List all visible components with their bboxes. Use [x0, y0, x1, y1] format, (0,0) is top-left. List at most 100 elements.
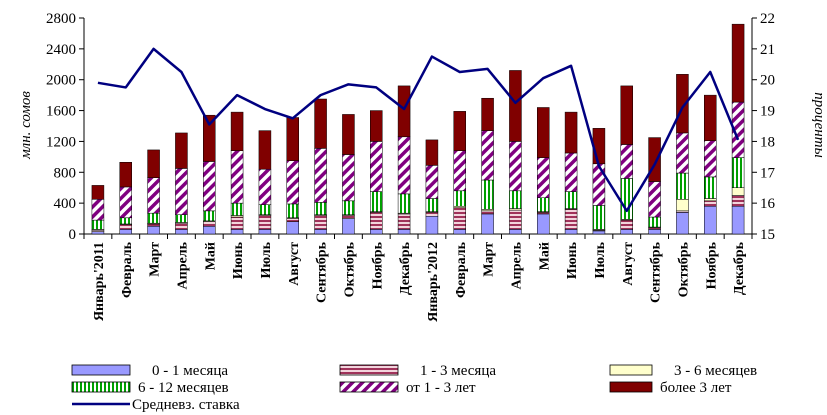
y-tick-label: 2800: [46, 11, 76, 27]
bar-segment-5: [397, 136, 411, 195]
bar-segment-5: [537, 157, 550, 198]
bar-segment-6: [648, 137, 661, 182]
bar-segment-1: [481, 213, 494, 235]
bar-segment-2: [731, 195, 745, 207]
bar-segment-2: [314, 215, 327, 230]
bar-segment-6: [537, 107, 550, 158]
category-label: Сентябрь: [649, 241, 664, 303]
category-label: Январь'2012: [426, 242, 441, 322]
bar-segment-5: [592, 163, 606, 206]
bar-segment-2: [370, 212, 383, 230]
bar-segment-4: [397, 193, 411, 214]
bar-segment-5: [481, 130, 494, 181]
bar-segment-5: [676, 132, 689, 174]
bar-segment-6: [342, 114, 355, 155]
bar-segment-1: [258, 229, 272, 235]
bar-segment-1: [203, 226, 216, 235]
bar-segment-1: [676, 212, 689, 235]
bar-segment-6: [147, 149, 160, 178]
bar-segment-2: [509, 209, 522, 230]
category-label: Июль: [593, 241, 608, 278]
bar-segment-2: [564, 209, 578, 230]
bar-segment-5: [286, 160, 299, 205]
legend-label-5: от 1 - 3 лет: [406, 380, 476, 396]
bar-segment-5: [147, 177, 160, 214]
bar-segment-6: [620, 85, 633, 145]
bar-segment-5: [314, 148, 327, 203]
y-tick-label: 1200: [46, 134, 76, 150]
bar-segment-4: [314, 202, 327, 215]
bar-segment-4: [286, 203, 299, 219]
bar-segment-5: [342, 154, 355, 202]
bar-segment-1: [509, 229, 522, 235]
y2-tick-label: 22: [760, 11, 775, 27]
bar-segment-6: [509, 70, 522, 142]
y2-tick-label: 15: [760, 227, 775, 243]
bar-segment-1: [704, 205, 717, 235]
bar-segment-6: [175, 132, 188, 169]
bar-segment-6: [370, 110, 383, 142]
bar-segment-6: [481, 97, 494, 131]
bar-segment-2: [342, 215, 355, 219]
bar-segment-4: [648, 216, 661, 228]
bar-segment-2: [230, 216, 244, 230]
bar-segment-4: [537, 197, 550, 212]
legend-label-2: 1 - 3 месяца: [420, 363, 496, 379]
legend-swatch-6: [609, 381, 653, 393]
y-axis-label: млн. сомов: [18, 91, 34, 160]
bar-segment-4: [592, 205, 606, 230]
bar-segment-4: [564, 191, 578, 209]
bar-segment-3: [731, 187, 745, 196]
bar-segment-2: [704, 200, 717, 207]
bar-segment-5: [230, 150, 244, 204]
legend-swatch-3: [609, 364, 653, 376]
legend-label-4: 6 - 12 месяцев: [138, 380, 229, 396]
bar-segment-1: [175, 229, 188, 235]
bar-segment-6: [203, 114, 216, 162]
bar-segment-1: [370, 229, 383, 235]
bar-segment-4: [509, 190, 522, 209]
bar-segment-4: [676, 172, 689, 200]
legend-label-1: 0 - 1 месяца: [152, 363, 228, 379]
y-tick-label: 400: [54, 196, 77, 212]
bar-segment-2: [453, 207, 466, 230]
category-label: Сентябрь: [315, 241, 330, 303]
bar-segment-1: [564, 229, 578, 235]
bar-segment-2: [258, 215, 272, 230]
bar-segment-1: [119, 229, 132, 235]
bar-segment-5: [258, 168, 272, 205]
bar-segment-6: [258, 130, 272, 170]
y2-tick-label: 16: [760, 196, 776, 212]
bar-segment-1: [731, 205, 745, 235]
bar-segment-2: [203, 221, 216, 227]
bar-segment-1: [592, 230, 606, 235]
legend-label-3: 3 - 6 месяцев: [674, 363, 757, 379]
bar-segment-5: [704, 140, 717, 178]
bar-segment-5: [91, 199, 105, 221]
bar-segment-5: [453, 150, 466, 192]
bar-segment-6: [564, 111, 578, 154]
category-label: Декабрь: [732, 241, 747, 295]
category-label: Июль: [259, 241, 274, 278]
category-label: Август: [621, 242, 636, 286]
bar-segment-6: [230, 111, 244, 151]
bar-segment-6: [592, 128, 606, 165]
bar-segment-2: [119, 224, 132, 230]
category-label: Август: [287, 242, 302, 286]
bar-segment-4: [453, 190, 466, 207]
bar-segment-1: [286, 221, 299, 235]
legend-swatch-1: [71, 364, 131, 376]
category-label: Декабрь: [398, 241, 413, 295]
y2-tick-label: 18: [760, 134, 775, 150]
bar-segment-4: [91, 219, 105, 230]
y-tick-label: 2000: [46, 73, 76, 89]
category-label: Март: [482, 242, 497, 277]
bar-segment-4: [342, 200, 355, 215]
bar-segment-2: [147, 223, 160, 227]
category-label: Январь'2011: [92, 242, 107, 321]
bar-segment-6: [731, 23, 745, 103]
bar-segment-1: [230, 229, 244, 235]
bar-segment-4: [119, 217, 132, 225]
y-tick-label: 1600: [46, 104, 76, 120]
